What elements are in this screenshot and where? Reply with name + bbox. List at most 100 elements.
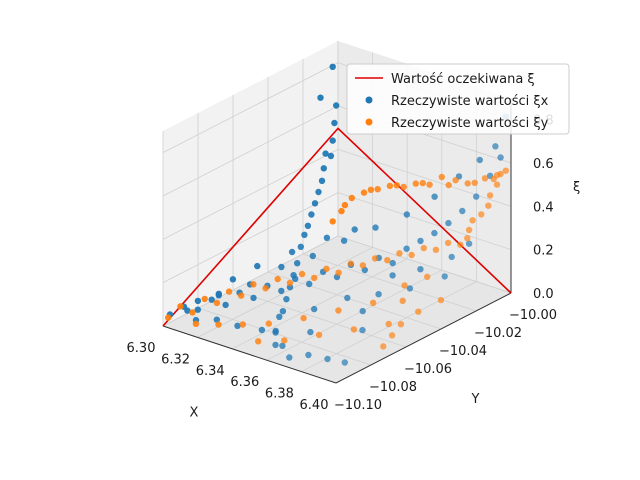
scatter-point-xi-y <box>335 307 342 314</box>
grid-line-z-side <box>337 235 512 294</box>
grid-line-x-floor <box>197 247 373 338</box>
scatter-point-xi-y <box>490 175 497 183</box>
x-tick-label: 6.34 <box>196 364 225 379</box>
scatter-point-xi-y <box>360 189 368 196</box>
scatter-point-xi-y <box>457 241 464 248</box>
scatter-point-xi-y <box>502 167 509 174</box>
z-axis-label: ξ <box>573 180 580 195</box>
data-marks <box>162 63 512 366</box>
scatter-point-xi-x <box>324 355 331 363</box>
scatter-point-xi-y <box>426 181 433 188</box>
x-axis-line <box>162 325 337 384</box>
scatter-point-xi-y <box>341 201 349 209</box>
scatter-point-xi-x <box>329 63 336 70</box>
legend-swatch-xi-x <box>365 96 373 104</box>
scatter-point-xi-x <box>308 211 315 218</box>
scatter-point-xi-x <box>329 137 336 144</box>
scatter-point-xi-y <box>464 180 471 187</box>
scatter-point-xi-x <box>431 193 438 200</box>
scatter-point-xi-y <box>469 217 476 224</box>
scatter-point-xi-y <box>437 296 445 304</box>
scatter-point-xi-x <box>276 313 283 320</box>
scatter-point-xi-y <box>348 194 355 202</box>
scatter-point-xi-y <box>338 207 345 215</box>
x-tick-label: 6.30 <box>127 341 156 356</box>
scatter-point-xi-y <box>329 218 336 225</box>
scatter-point-xi-x <box>359 307 366 315</box>
scatter-point-xi-y <box>393 182 400 189</box>
scatter-point-xi-y <box>213 299 221 307</box>
scatter-point-xi-x <box>351 226 358 233</box>
scatter-point-xi-y <box>445 181 452 189</box>
scatter-point-xi-x <box>294 260 301 267</box>
z-tick-label: 0.0 <box>533 287 554 302</box>
scatter-point-xi-x <box>215 290 222 297</box>
scatter-point-xi-y <box>374 186 381 193</box>
scatter-point-xi-x <box>309 252 316 260</box>
scatter-point-xi-y <box>255 338 262 345</box>
scatter-point-xi-y <box>396 250 403 257</box>
y-tick-label: −10.06 <box>404 362 452 377</box>
legend: Wartość oczekiwana ξ Rzeczywiste wartośc… <box>346 63 570 135</box>
scatter-point-xi-x <box>290 272 297 279</box>
scatter-point-xi-x <box>301 231 308 238</box>
scatter-point-xi-y <box>359 262 367 269</box>
grid-line-x-floor <box>232 258 408 350</box>
scatter-point-xi-x <box>333 102 340 109</box>
scatter-point-xi-y <box>315 331 323 339</box>
scatter-point-xi-x <box>476 156 483 164</box>
grid-line-y-floor <box>232 289 407 348</box>
scatter-point-xi-y <box>478 211 485 218</box>
scatter-point-xi-y <box>388 332 396 339</box>
scatter-point-xi-x <box>318 177 326 184</box>
scatter-point-xi-x <box>327 152 335 160</box>
scatter-point-xi-y <box>432 246 440 253</box>
scatter-point-xi-y <box>215 321 222 328</box>
scatter-point-xi-y <box>493 181 501 188</box>
scatter-point-xi-x <box>254 262 261 270</box>
grid-line-x-floor <box>266 269 442 361</box>
x-tick-label: 6.36 <box>230 375 259 390</box>
scatter-point-xi-y <box>238 292 245 299</box>
legend-swatch-xi-y <box>365 118 373 126</box>
scatter-point-xi-x <box>340 237 348 244</box>
scatter-point-xi-x <box>250 294 257 302</box>
scatter-point-xi-y <box>408 251 415 259</box>
scatter-point-xi-y <box>438 173 445 181</box>
scatter-point-xi-y <box>335 269 342 276</box>
scatter-point-xi-x <box>431 229 438 237</box>
scatter-point-xi-y <box>471 179 478 186</box>
z-tick-label: 0.4 <box>533 200 554 215</box>
scatter-point-xi-x <box>229 276 237 283</box>
pane-back <box>163 41 338 326</box>
scatter-point-xi-x <box>372 224 379 231</box>
scatter-point-xi-y <box>481 175 489 182</box>
scatter-point-xi-x <box>359 326 366 334</box>
legend-label-xi-y: Rzeczywiste wartości ξy <box>391 116 549 131</box>
scatter-point-xi-x <box>311 305 318 313</box>
scatter-point-xi-x <box>417 237 424 245</box>
grid-line-z-back <box>162 192 339 284</box>
scatter-point-xi-x <box>279 342 286 349</box>
scatter-point-xi-x <box>194 306 201 313</box>
grid-line-z-back <box>162 62 339 154</box>
scatter-point-xi-y <box>311 274 318 282</box>
scatter-point-xi-x <box>184 307 191 314</box>
scatter-point-xi-y <box>419 179 426 187</box>
scatter-point-xi-x <box>341 359 348 366</box>
y-axis-line <box>335 292 512 384</box>
scatter-point-xi-x <box>441 273 448 280</box>
scatter-point-xi-x <box>286 354 293 361</box>
scatter-point-xi-x <box>297 243 304 250</box>
scatter-point-xi-x <box>459 207 466 215</box>
scatter-point-xi-x <box>272 329 279 336</box>
scatter-point-xi-y <box>444 239 452 247</box>
scatter-point-xi-y <box>384 257 391 264</box>
scatter-point-xi-y <box>274 275 281 283</box>
scatter-point-xi-y <box>380 343 387 350</box>
grid-line-z-side <box>337 148 512 207</box>
scatter-point-xi-x <box>222 301 229 309</box>
scatter-point-xi-y <box>371 255 379 262</box>
